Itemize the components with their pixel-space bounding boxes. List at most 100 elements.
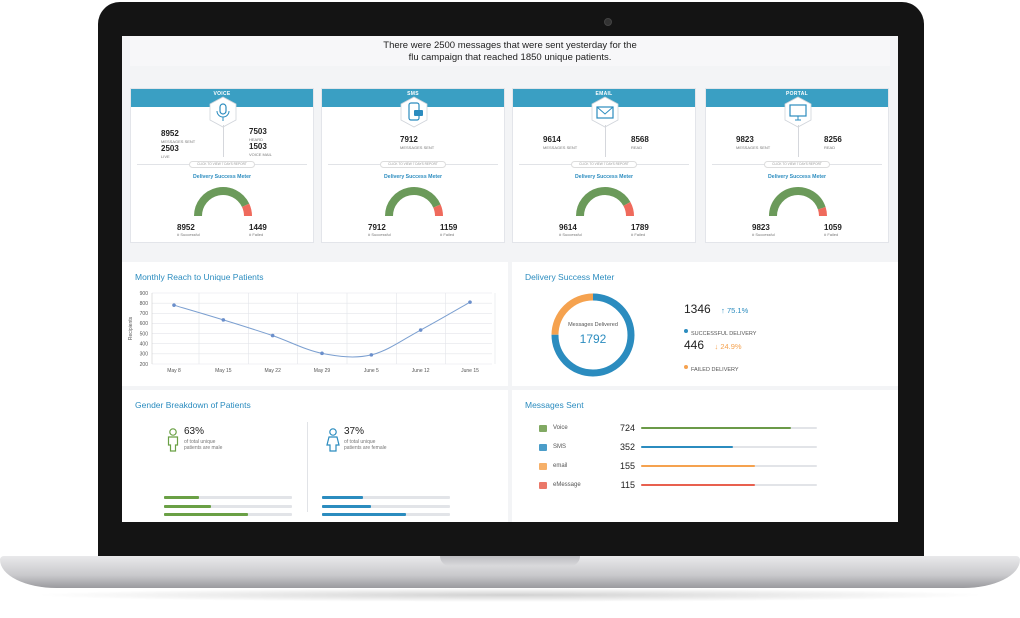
message-row-voice: Voice 724 [525,423,895,435]
emessage-icon [539,482,547,489]
female-icon [326,428,340,452]
donut-failed-arc [551,293,594,335]
message-label: email [553,463,568,469]
message-bar-track [641,446,817,448]
success-change-value: 75.1% [727,306,749,315]
delivery-meter-title: Delivery Success Meter [575,174,633,180]
channel-card-sms: SMS 7912 MESSAGES SENT CLICK TO VIEW 7 DAYS… [321,88,505,243]
success-result-value: 7912 [368,223,386,232]
success-label: SUCCESSFUL DELIVERY [691,331,757,337]
gauge-failed-arc [623,202,634,217]
message-bar-track [641,484,817,486]
failed-result-value: 1789 [631,223,649,232]
mic-body [219,103,227,115]
stat-divider [798,125,799,157]
female-pct: 37% [344,426,365,437]
gender-bar-track [164,504,292,508]
channel-stat-value: 9614 [543,135,561,144]
seven-day-report-button[interactable]: CLICK TO VIEW 7 DAYS REPORT [189,161,255,168]
failed-result-label: # Failed [249,232,264,237]
monthly-reach-title: Monthly Reach to Unique Patients [135,272,264,282]
series-point [369,353,374,357]
envelope-flap [596,106,614,115]
failed-result-value: 1449 [249,223,267,232]
sms-phone-icon [400,96,428,128]
donut-center-value: 1792 [579,332,607,346]
success-result-value: 8952 [177,223,195,232]
y-tick-label: 600 [140,321,149,327]
delivery-success-panel: Delivery Success Meter Messages Delivere… [512,262,898,386]
channel-stat-value: 1503 [249,142,267,151]
gender-bar-fill [164,521,232,522]
success-result: 9614 # Successful [559,223,582,237]
male-text-2: patients are male [184,445,223,451]
y-tick-label: 500 [140,331,149,337]
gender-bar-track [164,496,292,499]
gender-title: Gender Breakdown of Patients [135,400,251,410]
microphone-icon [209,96,237,128]
channel-stat-label: READ [631,145,643,150]
success-result: 8952 # Successful [177,223,200,237]
message-value: 155 [619,461,635,471]
seven-day-report-button[interactable]: CLICK TO VIEW 7 DAYS REPORT [380,161,446,168]
channel-stat-value: 7503 [249,127,267,136]
icon-hexagon [209,96,237,128]
seven-day-report-button[interactable]: CLICK TO VIEW 7 DAYS REPORT [571,161,637,168]
series-point [270,333,275,338]
gauge-success-arc [769,187,826,217]
gender-divider [307,422,308,512]
channel-stat-value: 9823 [736,135,754,144]
laptop-notch [440,556,580,566]
success-result-value: 9614 [559,223,577,232]
gender-bar-fill [322,521,390,522]
donut-center-label: Messages Delivered [568,322,618,328]
failed-result-label: # Failed [824,232,839,237]
gender-bar-fill [322,513,407,516]
monthly-reach-panel: Monthly Reach to Unique Patients 900 800 7… [122,262,508,386]
delivery-gauge [769,187,827,217]
seven-day-report-button[interactable]: CLICK TO VIEW 7 DAYS REPORT [764,161,830,168]
channel-stat: 8568 READ [631,135,649,150]
failed-result: 1789 # Failed [631,223,649,237]
success-stat: 1346 ↑ 75.1% SUCCESSFUL DELIVERY [684,300,756,340]
channel-stat: 7912 MESSAGES SENT [400,135,434,150]
gender-panel: Gender Breakdown of Patients 63% of tota… [122,390,508,522]
message-value: 352 [619,442,635,452]
delivery-meter-title: Delivery Success Meter [768,174,826,180]
message-bar-fill [641,446,733,448]
laptop-shadow [30,588,990,602]
message-label: Voice [553,425,568,431]
channel-stat: 1503 VOICE MAIL [249,142,272,157]
series-point [468,300,472,304]
female-text-2: patients are female [344,445,387,451]
series-line [173,301,471,358]
series-point [320,351,324,356]
channel-stat-value: 8256 [824,135,842,144]
x-tick-label: May 8 [167,368,181,374]
messages-sent-panel: Messages Sent Voice 724 SMS 352 email 155 eMes… [512,390,898,522]
channel-stat: 7503 HEARD [249,127,267,142]
gauge-failed-arc [241,203,252,217]
summary-banner: There were 2500 messages that were sent … [130,36,890,66]
gauge-success-arc [385,187,441,217]
y-tick-label: 900 [140,291,149,297]
gender-bar-fill [164,513,249,516]
messages-sent-title: Messages Sent [525,400,584,410]
channel-stat-label: HEARD [249,137,264,142]
message-row-sms: SMS 352 [525,442,895,454]
message-row-email: email 155 [525,461,895,473]
delivery-gauge [194,187,252,217]
female-text-1: of total unique [344,439,376,445]
failed-value: 446 [684,338,705,352]
message-bar-track [641,427,817,429]
gender-bar-track [322,496,450,499]
delivery-meter-title: Delivery Success Meter [384,174,442,180]
message-value: 115 [620,480,635,490]
failed-result-label: # Failed [631,232,646,237]
success-result-value: 9823 [752,223,770,232]
x-tick-label: May 15 [215,368,232,374]
male-text-1: of total unique [184,439,216,445]
gender-bar-fill [322,496,363,499]
x-tick-label: May 22 [264,368,281,374]
channel-stat-label: MESSAGES SENT [543,145,578,150]
